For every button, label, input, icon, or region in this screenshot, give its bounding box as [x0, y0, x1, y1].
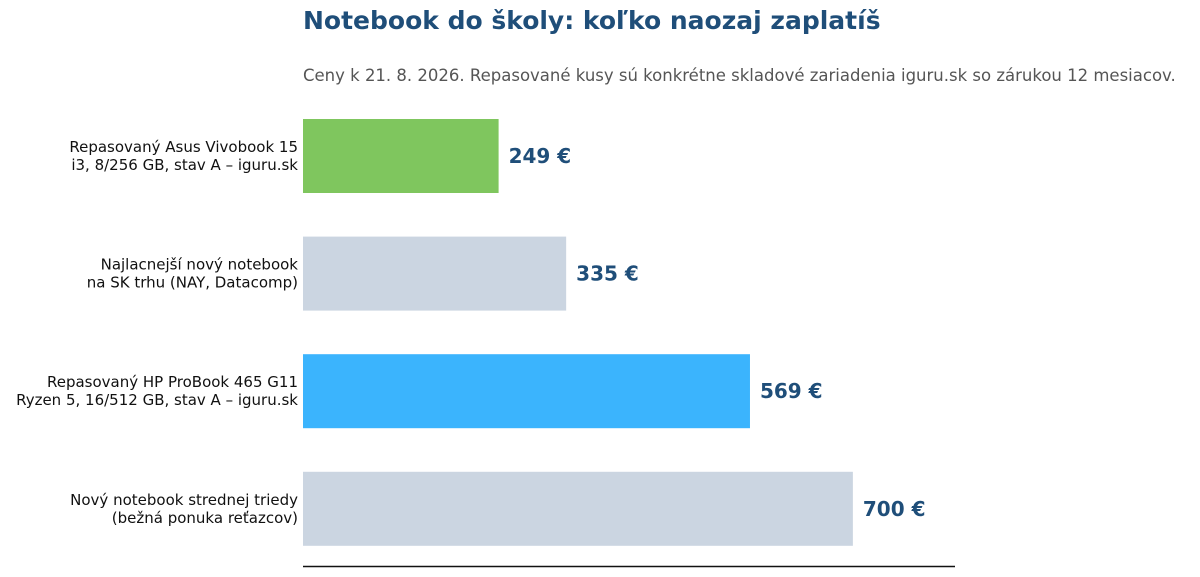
category-label-line: Repasovaný Asus Vivobook 15: [69, 138, 298, 156]
value-label-2: 335 €: [576, 262, 639, 286]
category-label-line: Ryzen 5, 16/512 GB, stav A – iguru.sk: [16, 391, 298, 409]
chart-subtitle: Ceny k 21. 8. 2026. Repasované kusy sú k…: [303, 66, 1176, 85]
bar-3: [303, 354, 750, 429]
category-label-3: Repasovaný HP ProBook 465 G11 Ryzen 5, 16…: [16, 373, 298, 409]
category-label-1: Repasovaný Asus Vivobook 15 i3, 8/256 GB,…: [69, 138, 298, 174]
category-label-line: Nový notebook strednej triedy: [70, 491, 298, 509]
chart-title: Notebook do školy: koľko naozaj zaplatíš: [303, 6, 881, 35]
bar-1: [303, 119, 499, 193]
bar-2: [303, 236, 567, 311]
category-label-2: Najlacnejší nový notebook na SK trhu (NAY…: [87, 256, 299, 292]
value-label-4: 700 €: [863, 497, 926, 521]
category-label-line: (bežná ponuka reťazcov): [112, 509, 298, 527]
bars-group: [303, 119, 853, 546]
category-label-4: Nový notebook strednej triedy (bežná ponu…: [70, 491, 298, 527]
value-label-1: 249 €: [509, 144, 572, 168]
category-labels-group: Repasovaný Asus Vivobook 15 i3, 8/256 GB,…: [16, 138, 298, 527]
category-label-line: Repasovaný HP ProBook 465 G11: [47, 373, 298, 391]
category-label-line: Najlacnejší nový notebook: [101, 256, 299, 274]
value-label-3: 569 €: [760, 379, 823, 403]
category-label-line: na SK trhu (NAY, Datacomp): [87, 274, 298, 292]
bar-4: [303, 471, 853, 546]
category-label-line: i3, 8/256 GB, stav A – iguru.sk: [71, 156, 298, 174]
value-labels-group: 249 € 335 € 569 € 700 €: [509, 144, 926, 521]
